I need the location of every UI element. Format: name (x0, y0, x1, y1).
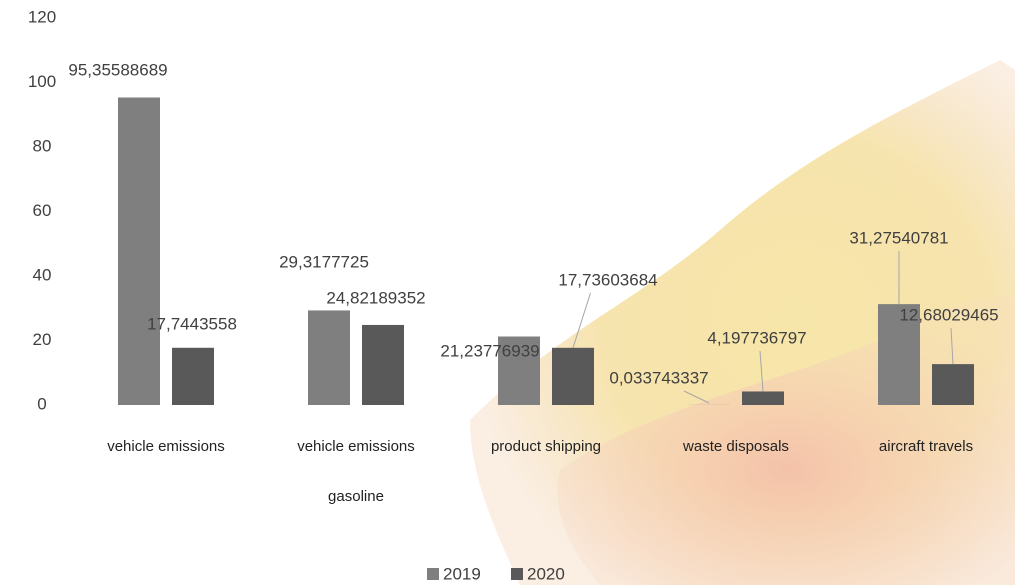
data-label: 4,197736797 (707, 328, 806, 347)
x-tick-label: aircraft travels (846, 422, 1006, 472)
y-tick-label: 60 (33, 201, 52, 220)
legend-swatch (427, 568, 439, 580)
data-label: 17,73603684 (558, 270, 657, 289)
x-tick-label: vehicle emissions gasoline (276, 422, 436, 522)
bar (172, 348, 214, 405)
bar (362, 325, 404, 405)
bar (308, 310, 350, 405)
y-tick-label: 80 (33, 136, 52, 155)
y-tick-label: 100 (28, 72, 56, 91)
data-label: 17,7443558 (147, 314, 237, 333)
data-label: 0,033743337 (609, 368, 708, 387)
x-tick-label: vehicle emissions (86, 422, 246, 472)
data-label: 95,35588689 (68, 60, 167, 79)
bar (932, 364, 974, 405)
data-label: 31,27540781 (849, 228, 948, 247)
x-tick-label: product shipping (466, 422, 626, 472)
data-label: 21,23776939 (440, 341, 539, 360)
bar (742, 391, 784, 405)
y-tick-label: 40 (33, 265, 52, 284)
chart: 0 20 40 60 80 100 120 95,35588689 17,7443558 29,3… (0, 0, 1015, 585)
data-label: 12,68029465 (899, 305, 998, 324)
legend-swatch (511, 568, 523, 580)
x-tick-label: waste disposals (656, 422, 816, 472)
bar (118, 97, 160, 405)
data-label: 29,3177725 (279, 252, 369, 271)
y-tick-label: 0 (37, 394, 46, 413)
y-tick-label: 20 (33, 330, 52, 349)
bar (552, 348, 594, 405)
page: 0 20 40 60 80 100 120 95,35588689 17,7443558 29,3… (0, 0, 1015, 585)
data-label: 24,82189352 (326, 288, 425, 307)
legend-label: 2020 (527, 564, 565, 583)
y-tick-label: 120 (28, 7, 56, 26)
legend-label: 2019 (443, 564, 481, 583)
